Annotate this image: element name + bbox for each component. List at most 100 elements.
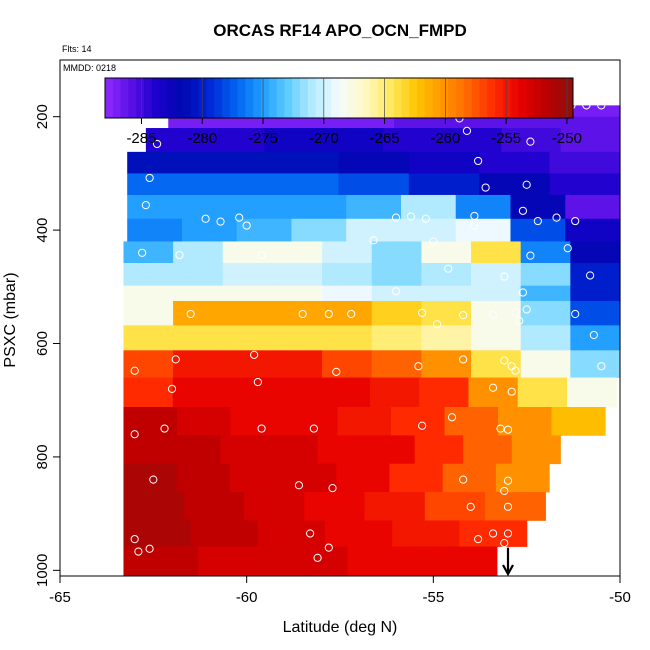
observation-point [253, 377, 262, 387]
colorbar-segment [362, 78, 371, 118]
heatmap-cell [346, 194, 402, 220]
observation-point [298, 309, 307, 319]
observation-point [313, 553, 322, 562]
heatmap-cell [222, 377, 272, 408]
observation-point [511, 308, 520, 317]
observation-point [474, 156, 483, 166]
heatmap-cell [123, 377, 174, 408]
heatmap-cell [173, 300, 224, 326]
heatmap-cell [198, 546, 274, 577]
observation-point [503, 502, 513, 511]
observation-point [294, 481, 304, 490]
colorbar-segment [268, 78, 278, 118]
heatmap-cell [230, 407, 285, 436]
observation-point [406, 212, 416, 221]
colorbar-segment [401, 78, 410, 118]
heatmap-cell [501, 128, 562, 153]
heatmap-cell [229, 463, 284, 493]
colorbar-segment [541, 78, 551, 118]
heatmap-cell [123, 325, 174, 351]
heatmap-cell [190, 520, 259, 547]
heatmap-cell [442, 128, 503, 153]
observation-point [391, 213, 401, 222]
observation-point [500, 272, 509, 281]
colorbar-segment [370, 78, 379, 118]
observation-point [571, 216, 580, 226]
observation-point [369, 236, 378, 245]
colorbar-segment [253, 78, 262, 118]
colorbar-segment [432, 78, 441, 118]
heatmap-cell [322, 241, 373, 264]
heatmap-cell [520, 285, 571, 302]
colorbar-segment [331, 78, 340, 118]
heatmap-cell [173, 263, 224, 287]
chart-title: ORCAS RF14 APO_OCN_FMPD [213, 21, 466, 40]
heatmap-cell [173, 285, 224, 302]
colorbar-segment [557, 78, 566, 118]
observation-point [130, 366, 139, 375]
heatmap-cell [511, 435, 561, 465]
heatmap-cell [520, 325, 571, 351]
observation-point [500, 356, 509, 365]
colorbar-segment [463, 78, 473, 118]
colorbar-segment [183, 78, 192, 118]
observation-point [518, 206, 528, 215]
heatmap-cell [272, 350, 323, 378]
observation-point [470, 211, 479, 221]
colorbar-segment [440, 78, 449, 118]
colorbar-segment [393, 78, 402, 118]
observation-point [418, 421, 427, 430]
colorbar-segment [214, 78, 223, 118]
colorbar-segment [144, 78, 153, 118]
heatmap-cell [123, 241, 174, 264]
heatmap-cell [323, 128, 384, 153]
observation-point [418, 308, 427, 317]
heatmap-cell [485, 492, 546, 521]
heatmap-cell [442, 463, 497, 493]
observation-point [488, 383, 498, 392]
heatmap-cell [272, 285, 323, 302]
observation-point [175, 250, 184, 260]
heatmap-cell [421, 285, 472, 302]
observation-point [257, 250, 266, 260]
observation-point [459, 311, 468, 320]
observation-point [507, 387, 516, 396]
heatmap-cell [520, 300, 571, 326]
colorbar-tick-label: -265 [370, 130, 400, 147]
heatmap-cell [400, 194, 457, 220]
heatmap-cell [222, 325, 274, 351]
observation-point [503, 425, 513, 434]
colorbar-segment [136, 78, 145, 118]
heatmap-cell [268, 151, 339, 174]
observation-point [145, 173, 154, 183]
observation-point [474, 535, 483, 544]
colorbar-tick-label: -260 [430, 130, 460, 147]
heatmap-cell [127, 194, 183, 220]
flts-label: Flts: 14 [62, 44, 92, 54]
heatmap-cell [272, 300, 323, 326]
colorbar-segment [495, 78, 504, 118]
heatmap-cell [123, 263, 174, 287]
colorbar-segment [417, 78, 426, 118]
heatmap-cell [510, 218, 566, 242]
heatmap-cell [479, 151, 551, 174]
heatmap-cell [244, 492, 305, 521]
heatmap-cell [471, 241, 522, 264]
heatmap-cell [123, 285, 174, 302]
heatmap-cell [422, 546, 498, 577]
observation-point [138, 248, 147, 257]
observation-point [429, 237, 438, 246]
heatmap-cell [565, 194, 621, 220]
heatmap-cell [471, 325, 522, 351]
observation-point [522, 305, 531, 314]
heatmap-cell [419, 377, 470, 408]
colorbar-segment [487, 78, 496, 118]
heatmap-cell [510, 194, 566, 220]
x-tick-label: -50 [609, 589, 631, 606]
heatmap-cell [549, 151, 621, 174]
colorbar-segment [167, 78, 176, 118]
flight-marker [502, 547, 514, 577]
heatmap-cell [570, 285, 621, 302]
heatmap-cell [322, 350, 373, 378]
heatmap-cell [421, 325, 472, 351]
